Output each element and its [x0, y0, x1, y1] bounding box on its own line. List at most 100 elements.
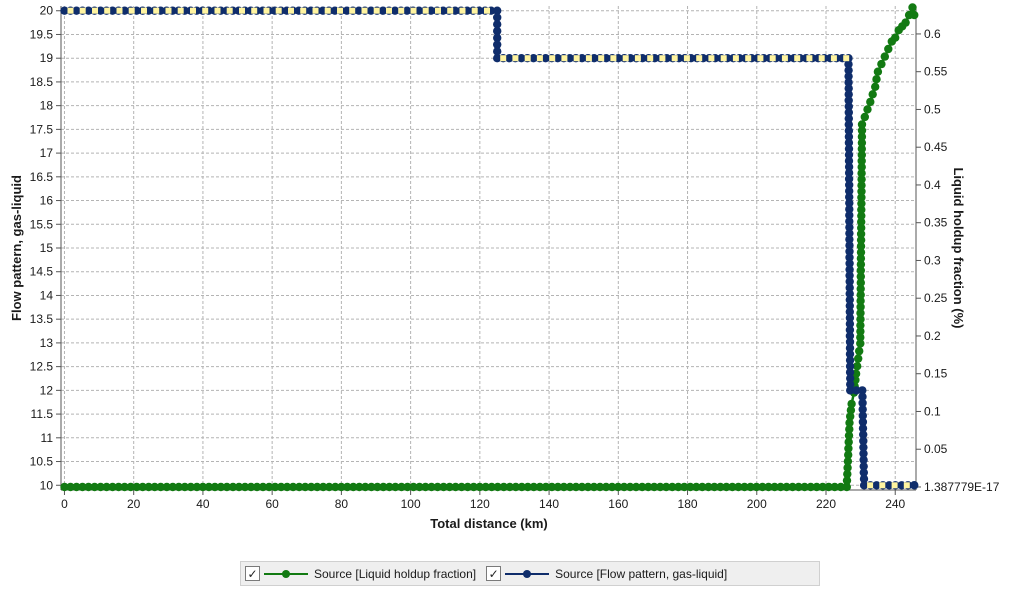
data-point	[307, 482, 316, 492]
highlight-marker	[903, 482, 910, 489]
data-point	[505, 54, 514, 63]
legend-checkbox-liquid-holdup[interactable]: ✓	[245, 566, 260, 581]
highlight-marker	[92, 7, 98, 14]
data-point	[619, 482, 629, 492]
data-point	[845, 343, 855, 353]
y-left-tick-label: 11	[41, 431, 54, 445]
data-point	[860, 112, 869, 122]
data-point	[844, 168, 854, 178]
data-point	[162, 482, 171, 492]
legend-item-liquid-holdup[interactable]: ✓ Source [Liquid holdup fraction]	[245, 566, 476, 581]
data-point	[858, 386, 867, 395]
data-point	[704, 482, 713, 492]
data-point	[844, 156, 854, 166]
data-point	[859, 436, 868, 446]
data-point	[96, 6, 105, 15]
data-point	[857, 132, 867, 141]
highlight-marker	[781, 55, 788, 62]
data-point	[871, 82, 880, 92]
y-right-tick-label: 0.4	[924, 178, 941, 192]
highlight-marker	[116, 7, 123, 14]
highlight-marker	[867, 482, 874, 489]
data-point	[856, 315, 865, 324]
legend-item-flow-pattern[interactable]: ✓ Source [Flow pattern, gas-liquid]	[486, 566, 727, 581]
data-point	[788, 482, 797, 492]
data-point	[857, 199, 866, 208]
y-right-tick-label: 0.5	[924, 102, 941, 116]
data-point	[845, 307, 854, 316]
data-point	[856, 339, 865, 348]
data-point	[66, 482, 75, 492]
data-point	[625, 482, 635, 492]
highlight-marker	[373, 7, 380, 14]
data-point	[844, 144, 854, 153]
data-point	[770, 482, 779, 492]
highlight-marker	[659, 55, 666, 62]
data-point	[168, 482, 177, 492]
data-point	[858, 405, 867, 414]
data-point	[844, 138, 854, 147]
data-point	[844, 90, 853, 99]
highlight-marker	[226, 7, 233, 14]
y-left-tick-label: 19	[40, 51, 54, 65]
data-point	[844, 174, 854, 184]
data-point	[349, 482, 358, 492]
data-point	[845, 241, 854, 250]
data-point	[853, 362, 862, 371]
y-left-tick-label: 13.5	[30, 312, 54, 326]
data-point	[857, 205, 866, 214]
data-point	[457, 482, 466, 492]
highlight-marker	[843, 55, 850, 62]
data-point	[857, 150, 866, 160]
data-point	[427, 482, 436, 492]
highlight-marker	[214, 7, 221, 14]
highlight-marker	[683, 55, 690, 62]
data-point	[844, 114, 853, 123]
data-point	[857, 169, 866, 178]
data-point	[445, 482, 454, 492]
flow-pattern-highlights	[67, 7, 910, 489]
data-point	[858, 392, 867, 401]
data-point	[402, 6, 412, 15]
y-right-tick-label: 0.45	[924, 140, 948, 154]
data-point	[595, 482, 605, 492]
highlight-marker	[806, 55, 813, 62]
data-point	[845, 271, 854, 280]
highlight-marker	[879, 482, 886, 489]
data-point	[414, 6, 424, 15]
data-point	[844, 162, 854, 172]
legend-checkbox-flow-pattern[interactable]: ✓	[486, 566, 502, 581]
data-point	[844, 78, 853, 87]
data-point	[844, 437, 853, 447]
data-point	[559, 482, 569, 492]
y-left-tick-label: 17.5	[30, 122, 54, 136]
data-point	[856, 333, 865, 342]
data-point	[330, 6, 340, 15]
x-tick-label: 60	[265, 497, 279, 511]
y-right-tick-label: 0.35	[924, 216, 948, 230]
data-point	[858, 398, 867, 408]
data-point	[342, 6, 352, 15]
highlight-marker	[128, 7, 135, 14]
data-point	[845, 253, 854, 262]
data-point	[680, 482, 689, 492]
y-left-tick-label: 12	[40, 383, 54, 397]
data-point	[845, 205, 854, 214]
highlight-marker	[435, 7, 441, 14]
highlight-marker	[79, 7, 86, 14]
data-point	[845, 295, 854, 304]
data-point	[186, 482, 195, 492]
data-point	[845, 198, 854, 208]
highlight-marker	[104, 7, 111, 14]
data-point	[856, 254, 866, 263]
highlight-marker	[696, 55, 703, 62]
data-point	[910, 481, 919, 490]
data-point	[852, 386, 861, 395]
legend: ✓ Source [Liquid holdup fraction] ✓ Sour…	[240, 561, 820, 586]
data-point	[846, 374, 855, 383]
data-point	[856, 248, 866, 257]
data-point	[180, 482, 189, 492]
data-point	[541, 482, 551, 492]
data-point	[845, 356, 855, 365]
y-right-tick-label: 0.3	[924, 253, 941, 267]
